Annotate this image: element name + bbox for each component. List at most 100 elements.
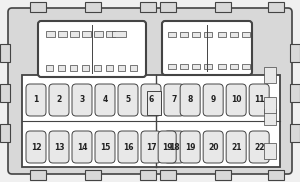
- Bar: [140, 2, 156, 12]
- Bar: [230, 32, 238, 37]
- Bar: [70, 31, 79, 37]
- Bar: [94, 31, 103, 37]
- Bar: [82, 31, 91, 37]
- Bar: [85, 2, 101, 12]
- Bar: [118, 65, 125, 71]
- FancyBboxPatch shape: [141, 84, 161, 116]
- Bar: [30, 170, 46, 180]
- Bar: [192, 32, 200, 37]
- Text: 20: 20: [208, 143, 218, 151]
- FancyBboxPatch shape: [8, 8, 292, 174]
- FancyBboxPatch shape: [49, 131, 69, 163]
- Bar: [85, 170, 101, 180]
- Text: 18: 18: [169, 143, 179, 151]
- Bar: [290, 124, 300, 142]
- Bar: [204, 32, 212, 37]
- Bar: [264, 67, 276, 83]
- Bar: [22, 75, 280, 167]
- Text: 5: 5: [125, 96, 130, 104]
- FancyBboxPatch shape: [226, 131, 246, 163]
- FancyBboxPatch shape: [249, 84, 269, 116]
- FancyBboxPatch shape: [180, 131, 200, 163]
- Bar: [168, 64, 176, 69]
- Text: 7: 7: [171, 96, 177, 104]
- Bar: [0, 124, 10, 142]
- Bar: [58, 31, 67, 37]
- Bar: [290, 44, 300, 62]
- Text: 17: 17: [146, 143, 156, 151]
- FancyBboxPatch shape: [141, 131, 161, 163]
- FancyBboxPatch shape: [95, 84, 115, 116]
- Text: 4: 4: [102, 96, 108, 104]
- Bar: [290, 84, 300, 102]
- FancyBboxPatch shape: [164, 131, 184, 163]
- Text: 19: 19: [185, 143, 195, 151]
- FancyBboxPatch shape: [26, 131, 46, 163]
- Text: 12: 12: [31, 143, 41, 151]
- Bar: [130, 65, 137, 71]
- FancyBboxPatch shape: [49, 84, 69, 116]
- Bar: [218, 64, 226, 69]
- FancyBboxPatch shape: [72, 84, 92, 116]
- Bar: [106, 65, 113, 71]
- FancyBboxPatch shape: [162, 21, 252, 75]
- Bar: [94, 65, 101, 71]
- Text: 2: 2: [56, 96, 61, 104]
- Text: 21: 21: [231, 143, 242, 151]
- Bar: [0, 84, 10, 102]
- FancyBboxPatch shape: [164, 84, 184, 116]
- Text: 9: 9: [211, 96, 216, 104]
- Bar: [264, 143, 276, 159]
- Bar: [0, 44, 10, 62]
- FancyBboxPatch shape: [95, 131, 115, 163]
- Text: 22: 22: [254, 143, 264, 151]
- Bar: [160, 2, 176, 12]
- Text: 6: 6: [148, 96, 154, 104]
- Bar: [242, 64, 250, 69]
- FancyBboxPatch shape: [180, 84, 200, 116]
- Bar: [46, 31, 55, 37]
- Bar: [30, 2, 46, 12]
- FancyBboxPatch shape: [158, 131, 176, 163]
- Text: 10: 10: [231, 96, 242, 104]
- FancyBboxPatch shape: [249, 131, 269, 163]
- FancyBboxPatch shape: [38, 21, 146, 77]
- Bar: [180, 64, 188, 69]
- Bar: [106, 31, 115, 37]
- Bar: [160, 170, 176, 180]
- FancyBboxPatch shape: [118, 131, 138, 163]
- Bar: [215, 2, 231, 12]
- Bar: [70, 65, 77, 71]
- FancyBboxPatch shape: [72, 131, 92, 163]
- Bar: [268, 2, 284, 12]
- Text: 8: 8: [188, 96, 193, 104]
- Bar: [230, 64, 238, 69]
- Bar: [82, 65, 89, 71]
- Text: 1: 1: [33, 96, 39, 104]
- Text: 16: 16: [123, 143, 133, 151]
- FancyBboxPatch shape: [118, 84, 138, 116]
- FancyBboxPatch shape: [203, 131, 223, 163]
- Bar: [192, 64, 200, 69]
- Bar: [58, 65, 65, 71]
- Text: 14: 14: [77, 143, 87, 151]
- Text: 15: 15: [100, 143, 110, 151]
- FancyBboxPatch shape: [226, 84, 246, 116]
- Text: 13: 13: [54, 143, 64, 151]
- Bar: [268, 170, 284, 180]
- Bar: [264, 109, 276, 125]
- Text: 3: 3: [80, 96, 85, 104]
- Bar: [147, 91, 161, 115]
- Bar: [242, 32, 250, 37]
- Text: 11: 11: [254, 96, 264, 104]
- Bar: [140, 170, 156, 180]
- Bar: [264, 97, 276, 113]
- Bar: [218, 32, 226, 37]
- FancyBboxPatch shape: [26, 84, 46, 116]
- Text: 19: 19: [162, 143, 172, 151]
- Bar: [204, 64, 212, 69]
- Bar: [112, 31, 126, 37]
- Bar: [180, 32, 188, 37]
- Bar: [46, 65, 53, 71]
- FancyBboxPatch shape: [203, 84, 223, 116]
